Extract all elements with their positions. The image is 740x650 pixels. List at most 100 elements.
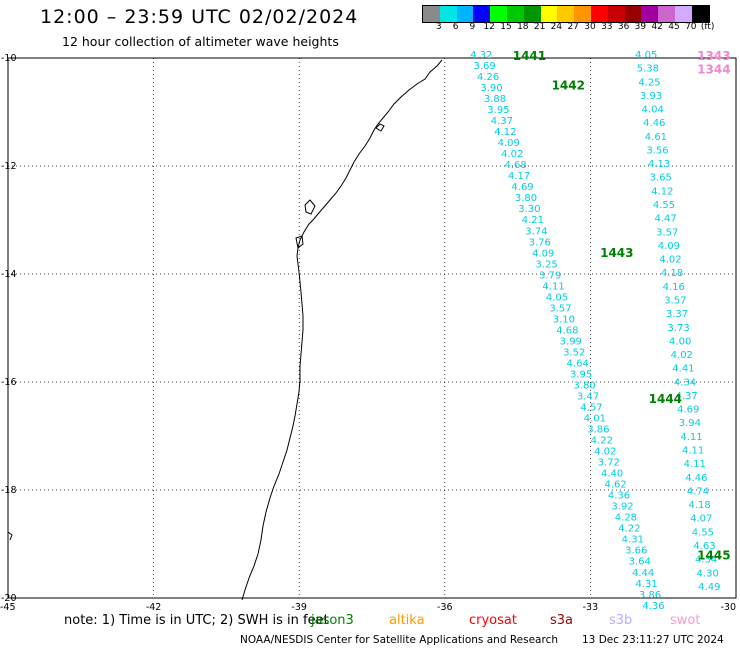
footer-generated-time: 13 Dec 23:11:27 UTC 2024	[582, 634, 724, 646]
wave-height-value: 3.88	[484, 94, 506, 105]
wave-height-value: 4.69	[677, 405, 699, 416]
wave-height-value: 4.02	[659, 255, 681, 266]
wave-height-value: 3.79	[539, 270, 561, 281]
color-scale-labels: 3 6 9 12 15 18 21 24 27 30 33 36 39 42 45 70 (ft)	[422, 22, 740, 34]
wave-height-value: 4.62	[604, 480, 626, 491]
color-swatch	[506, 6, 524, 22]
color-scale-label: 9	[469, 22, 476, 32]
wave-height-value: 4.22	[618, 524, 640, 535]
note-text: note: 1) Time is in UTC; 2) SWH is in fe…	[64, 613, 329, 628]
wave-height-value: 4.31	[635, 579, 657, 590]
wave-height-value: 4.11	[684, 459, 706, 470]
coastline-fragment	[7, 531, 13, 541]
wave-height-color-scale	[422, 5, 710, 23]
wave-height-value: 4.63	[693, 541, 715, 552]
wave-height-value: 4.34	[695, 555, 717, 566]
wave-height-value: 4.05	[546, 292, 568, 303]
wave-height-value: 3.86	[639, 590, 661, 601]
wave-height-value: 4.57	[580, 403, 602, 414]
color-swatch	[574, 6, 591, 22]
longitude-label: -42	[146, 602, 162, 613]
color-scale-label: 18	[517, 22, 529, 32]
footer-agency: NOAA/NESDIS Center for Satellite Applica…	[240, 634, 558, 646]
wave-height-value: 4.21	[522, 215, 544, 226]
color-scale-label: (ft)	[700, 22, 715, 32]
color-swatch	[456, 6, 474, 22]
wave-height-value: 3.69	[474, 61, 496, 72]
color-scale-label: 30	[584, 22, 596, 32]
wave-height-value: 4.07	[690, 514, 712, 525]
wave-height-value: 4.69	[511, 182, 533, 193]
satellite-cryosat: cryosat	[469, 613, 517, 628]
latitude-label: -10	[1, 53, 17, 64]
wave-height-value: 3.65	[650, 173, 672, 184]
wave-height-value: 4.02	[671, 350, 693, 361]
wave-height-value: 4.12	[651, 186, 673, 197]
wave-height-value: 4.17	[508, 171, 530, 182]
color-scale-label: 12	[483, 22, 495, 32]
coastline	[241, 59, 443, 601]
graticule	[8, 58, 736, 598]
color-swatch	[473, 6, 491, 22]
satellite-altika: altika	[389, 613, 425, 628]
satellite-s3a: s3a	[550, 613, 574, 628]
altimeter-track-b: 4.05 5.38 4.25 3.93 4.04 4.46 4.61 3.56 4.13 3.65…	[635, 50, 720, 593]
wave-height-value: 4.12	[494, 127, 516, 138]
wave-height-value: 4.31	[622, 535, 644, 546]
latitude-label: -14	[1, 269, 17, 280]
wave-height-value: 3.37	[666, 309, 688, 320]
wave-height-value: 4.49	[698, 582, 720, 593]
color-swatch	[540, 6, 558, 22]
longitude-label: -33	[583, 602, 599, 613]
color-scale-label: 27	[567, 22, 579, 32]
wave-height-value: 4.02	[594, 447, 616, 458]
wave-height-value: 4.09	[498, 138, 520, 149]
wave-height-value: 3.95	[570, 369, 592, 380]
wave-height-value: 4.11	[680, 432, 702, 443]
wave-height-value: 4.41	[672, 364, 694, 375]
wave-height-value: 4.25	[638, 77, 660, 88]
wave-height-value: 4.37	[676, 391, 698, 402]
wave-height-value: 3.90	[480, 83, 502, 94]
color-swatch	[607, 6, 625, 22]
color-swatch	[423, 6, 440, 22]
wave-height-value: 3.47	[577, 391, 599, 402]
color-swatch	[658, 6, 675, 22]
wave-height-value: 4.68	[505, 160, 527, 171]
wave-height-value: 3.57	[664, 295, 686, 306]
satellite-s3b: s3b	[609, 613, 633, 628]
wave-height-value: 3.72	[598, 458, 620, 469]
color-scale-label: 45	[668, 22, 680, 32]
wave-height-value: 4.09	[658, 241, 680, 252]
wave-height-value: 4.04	[642, 105, 664, 116]
wave-height-value: 3.10	[553, 314, 575, 325]
color-swatch	[641, 6, 659, 22]
color-scale-label: 42	[651, 22, 663, 32]
wave-height-value: 4.36	[642, 601, 664, 612]
coastal-bay-outline	[304, 199, 316, 215]
wave-height-value: 4.47	[654, 214, 676, 225]
wave-height-value: 3.93	[640, 91, 662, 102]
wave-height-value: 4.40	[601, 469, 623, 480]
wave-height-value: 4.22	[591, 436, 613, 447]
wave-height-value: 4.74	[687, 486, 709, 497]
wave-height-value: 4.55	[692, 527, 714, 538]
wave-height-value: 3.73	[667, 323, 689, 334]
map-frame	[7, 57, 737, 599]
wave-height-value: 4.11	[542, 281, 564, 292]
wave-height-value: 3.80	[515, 193, 537, 204]
wave-height-value: 3.30	[518, 204, 540, 215]
wave-height-value: 4.68	[556, 325, 578, 336]
color-scale-label: 70	[685, 22, 697, 32]
coastal-bay-outline	[375, 123, 385, 132]
pass-number-label: 1344	[697, 63, 730, 77]
color-scale-label: 36	[617, 22, 630, 32]
wave-height-value: 4.34	[674, 377, 696, 388]
color-scale-label: 39	[634, 22, 647, 32]
longitude-label: -30	[720, 602, 736, 613]
pass-number-label: 1343	[697, 49, 730, 63]
wave-height-value: 4.26	[477, 72, 499, 83]
legend-note: note: 1) Time is in UTC; 2) SWH is in fe…	[64, 613, 700, 628]
color-swatch	[557, 6, 575, 22]
